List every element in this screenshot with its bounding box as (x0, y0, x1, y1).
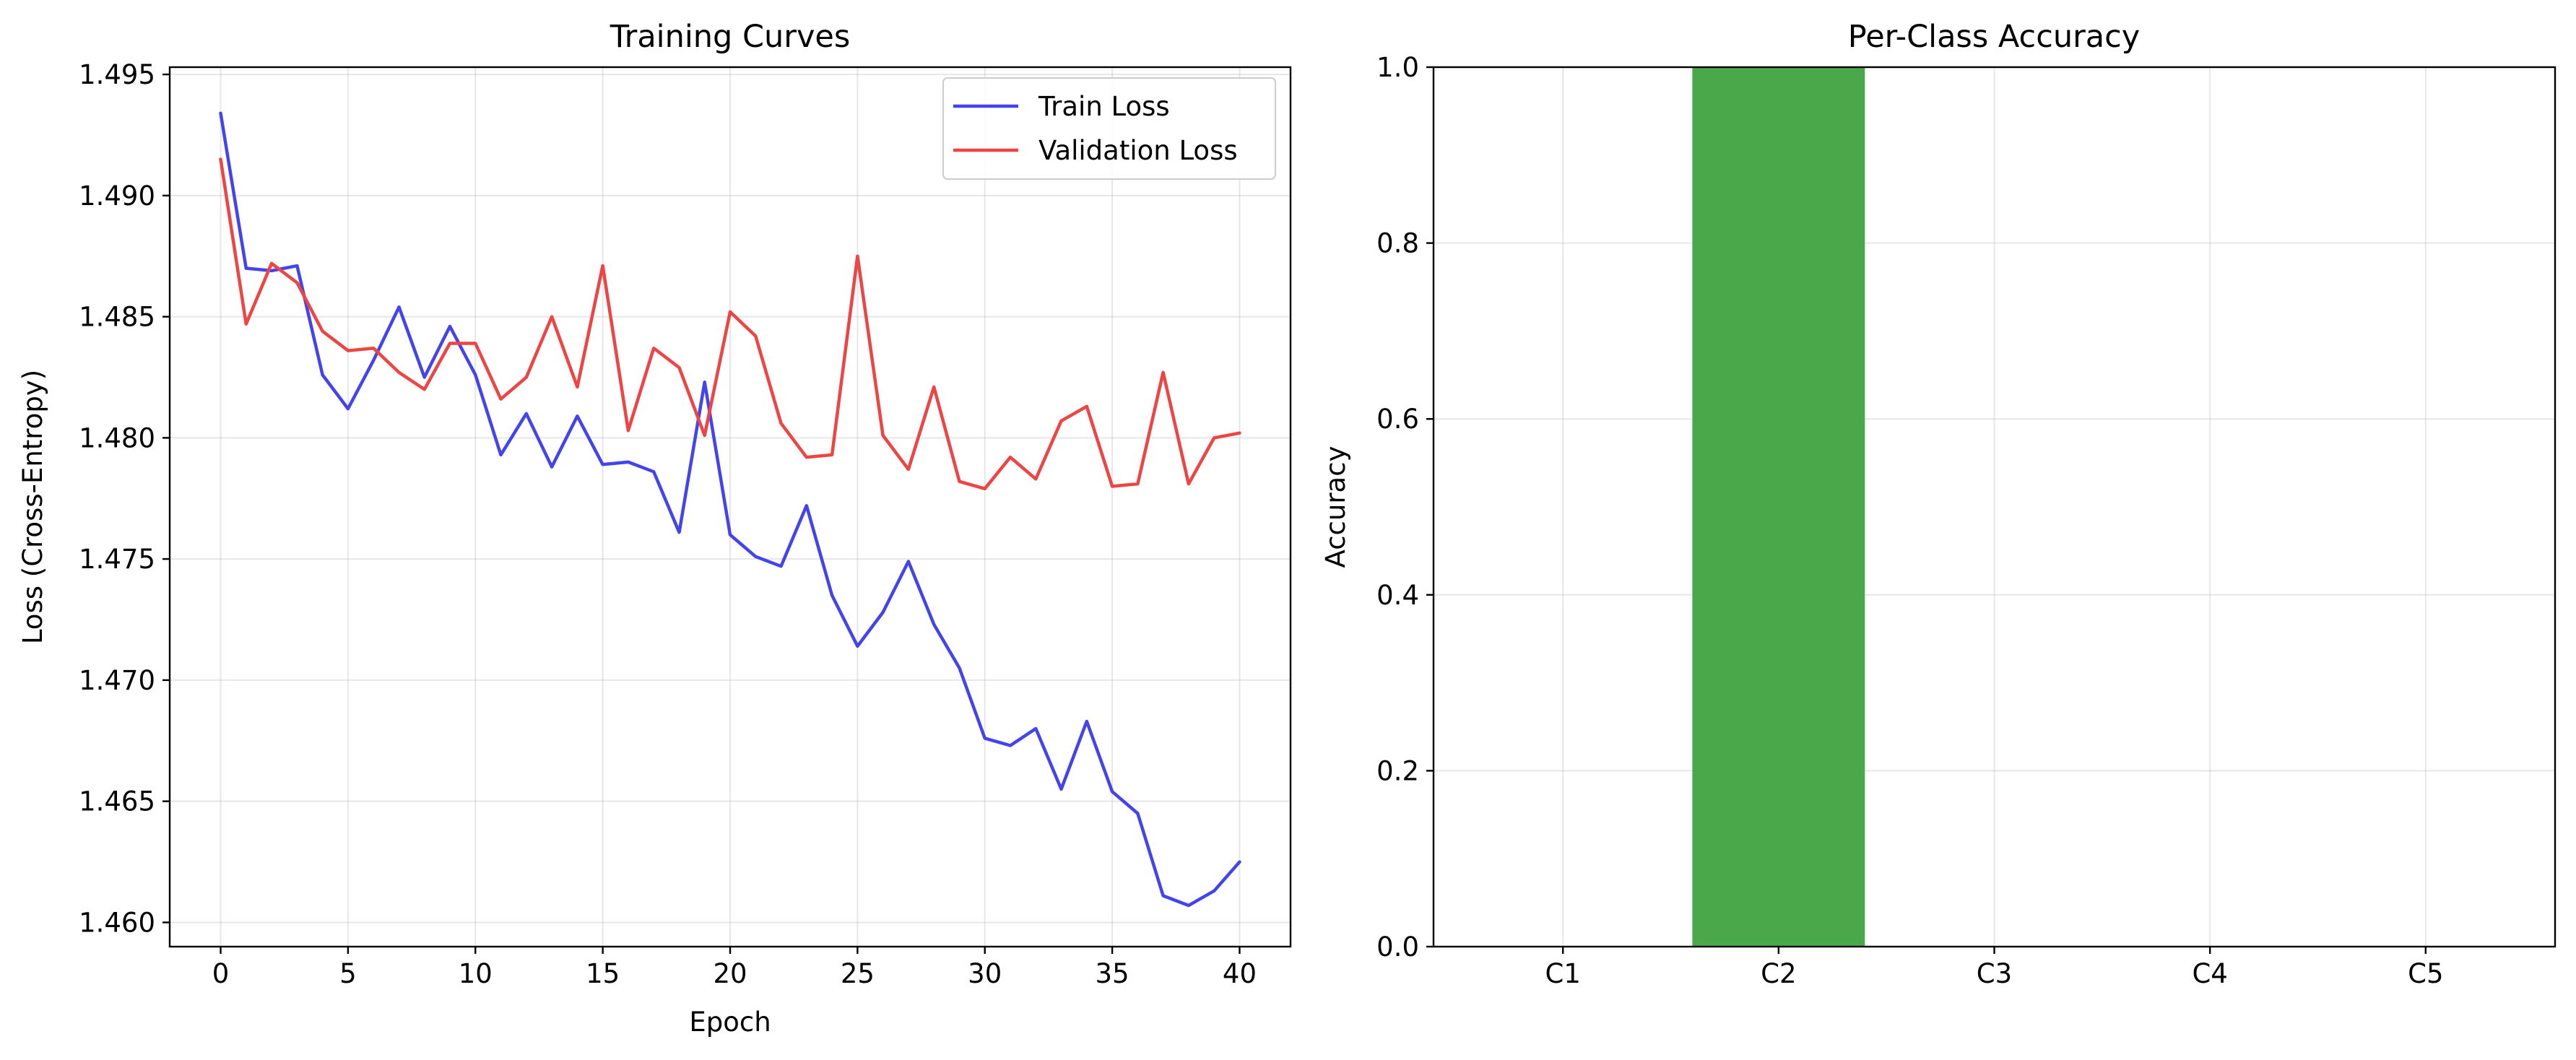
y-tick-label: 1.460 (79, 907, 155, 938)
per-class-accuracy-bars (1692, 67, 1865, 947)
x-tick-label: 20 (713, 958, 747, 989)
training-curves-title: Training Curves (610, 19, 851, 55)
y-tick-label: 1.485 (79, 302, 155, 333)
x-tick-label: C4 (2192, 958, 2227, 989)
x-tick-label: C2 (1761, 958, 1796, 989)
training-curves-ylabel: Loss (Cross-Entropy) (17, 370, 48, 644)
y-tick-label: 1.465 (79, 786, 155, 817)
x-tick-label: C1 (1545, 958, 1580, 989)
x-tick-label: C3 (1977, 958, 2012, 989)
per-class-accuracy-grid (1434, 66, 2555, 947)
training-curves-legend: Train Loss Validation Loss (942, 77, 1276, 180)
y-tick-label: 1.480 (79, 422, 155, 453)
per-class-accuracy-ylabel: Accuracy (1320, 446, 1351, 568)
y-tick-label: 0.0 (1376, 931, 1419, 963)
y-tick-label: 0.8 (1376, 228, 1419, 259)
per-class-accuracy-panel: 0.0 0.2 0.4 0.6 0.8 1.0 C1 C2 C3 C4 C5 Per-Class A… (1320, 19, 2557, 989)
y-tick-label: 0.2 (1376, 755, 1419, 786)
x-tick-label: 25 (841, 958, 875, 989)
y-tick-label: 0.6 (1376, 404, 1419, 435)
legend-box (942, 77, 1276, 180)
training-curves-grid (170, 67, 1291, 947)
y-tick-label: 0.4 (1376, 580, 1419, 611)
training-curves-xlabel: Epoch (689, 1007, 771, 1038)
per-class-accuracy-title: Per-Class Accuracy (1848, 19, 2140, 55)
per-class-accuracy-ticks: 0.0 0.2 0.4 0.6 0.8 1.0 C1 C2 C3 C4 C5 (1376, 52, 2443, 989)
x-tick-label: 5 (339, 958, 357, 989)
x-tick-label: C5 (2408, 958, 2443, 989)
accuracy-bar-c2 (1692, 67, 1865, 947)
training-curves-panel: 0 5 10 15 20 25 30 35 40 1.460 1.465 1.470 1.475 1.48… (17, 19, 1292, 1038)
x-tick-label: 0 (212, 958, 230, 989)
legend-label-validation: Validation Loss (1038, 135, 1238, 166)
x-tick-label: 15 (586, 958, 620, 989)
training-curves-ticks: 0 5 10 15 20 25 30 35 40 1.460 1.465 1.470 1.475 1.48… (79, 59, 1257, 989)
x-tick-label: 35 (1096, 958, 1129, 989)
legend-label-train: Train Loss (1038, 91, 1170, 122)
y-tick-label: 1.475 (79, 544, 155, 575)
train-loss-line (219, 111, 1241, 908)
y-tick-label: 1.495 (79, 59, 155, 90)
y-tick-label: 1.470 (79, 665, 155, 696)
x-tick-label: 40 (1223, 958, 1257, 989)
x-tick-label: 30 (968, 958, 1002, 989)
validation-loss-line (219, 157, 1241, 491)
x-tick-label: 10 (459, 958, 493, 989)
training-curves-lines (219, 111, 1241, 908)
y-tick-label: 1.490 (79, 181, 155, 212)
y-tick-label: 1.0 (1376, 52, 1419, 83)
